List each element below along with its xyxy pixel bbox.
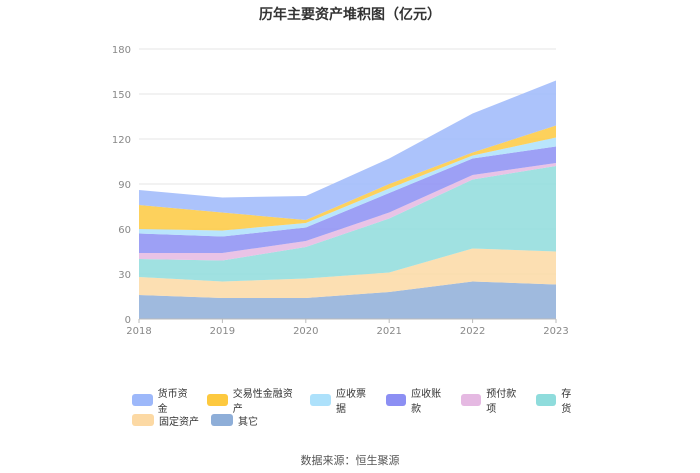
y-tick-label: 60 — [118, 225, 131, 236]
x-tick-label: 2022 — [460, 326, 485, 337]
legend-item[interactable]: 存货 — [535, 385, 580, 415]
stacked-area-chart: 0 30 60 90 120 150 180 2018 2019 2020 2021 2022 2023 — [112, 45, 569, 337]
legend-swatch — [211, 414, 233, 426]
legend-item[interactable]: 其它 — [211, 413, 258, 428]
area-series-存货 — [139, 166, 556, 282]
area-series-货币资金 — [139, 80, 556, 220]
y-tick-label: 150 — [112, 90, 131, 101]
legend-swatch — [310, 394, 332, 406]
legend-swatch — [385, 394, 407, 406]
legend-label: 应收账款 — [411, 389, 442, 415]
legend-item[interactable]: 应收账款 — [385, 385, 449, 415]
area-series-固定资产 — [139, 248, 556, 298]
x-tick-label: 2019 — [210, 326, 235, 337]
legend-label: 预付款项 — [486, 389, 517, 415]
area-layer — [139, 80, 556, 319]
legend-swatch — [132, 414, 154, 426]
legend-label: 应收票据 — [336, 389, 367, 415]
legend-swatch — [132, 394, 153, 406]
legend-item[interactable]: 货币资金 — [132, 385, 195, 415]
legend-item[interactable]: 交易性金融资产 — [207, 385, 298, 415]
area-series-交易性金融资产 — [139, 125, 556, 231]
area-series-其它 — [139, 281, 556, 319]
legend-row: 固定资产 其它 — [132, 410, 592, 430]
legend-label: 交易性金融资产 — [232, 389, 293, 415]
x-tick-label: 2018 — [126, 326, 151, 337]
area-series-应收账款 — [139, 146, 556, 253]
y-tick-label: 180 — [112, 45, 131, 56]
axis-layer: 0 30 60 90 120 150 180 2018 2019 2020 2021 2022 2023 — [112, 45, 569, 337]
area-series-预付款项 — [139, 163, 556, 261]
legend-item[interactable]: 预付款项 — [460, 385, 524, 415]
legend-row: 货币资金 交易性金融资产 应收票据 应收账款 预付款项 存货 — [132, 389, 592, 415]
y-tick-label: 30 — [118, 270, 131, 281]
y-tick-label: 120 — [112, 135, 131, 146]
legend-label: 存货 — [561, 389, 572, 415]
legend-item[interactable]: 应收票据 — [310, 385, 373, 415]
x-tick-label: 2020 — [293, 326, 318, 337]
legend-swatch — [207, 394, 228, 406]
legend: 货币资金 交易性金融资产 应收票据 应收账款 预付款项 存货固定资产 其它 — [132, 389, 592, 430]
legend-label: 固定资产 — [159, 416, 199, 428]
area-series-应收票据 — [139, 137, 556, 237]
legend-swatch — [535, 394, 557, 406]
x-tick-label: 2023 — [543, 326, 568, 337]
x-tick-label: 2021 — [376, 326, 401, 337]
legend-swatch — [460, 394, 482, 406]
source-note: 数据来源：恒生聚源 — [300, 454, 400, 467]
y-tick-label: 90 — [118, 180, 131, 191]
y-tick-label: 0 — [125, 315, 131, 326]
chart-title: 历年主要资产堆积图（亿元） — [259, 7, 441, 23]
legend-label: 其它 — [238, 416, 258, 428]
legend-item[interactable]: 固定资产 — [132, 413, 199, 428]
legend-label: 货币资金 — [157, 389, 188, 415]
